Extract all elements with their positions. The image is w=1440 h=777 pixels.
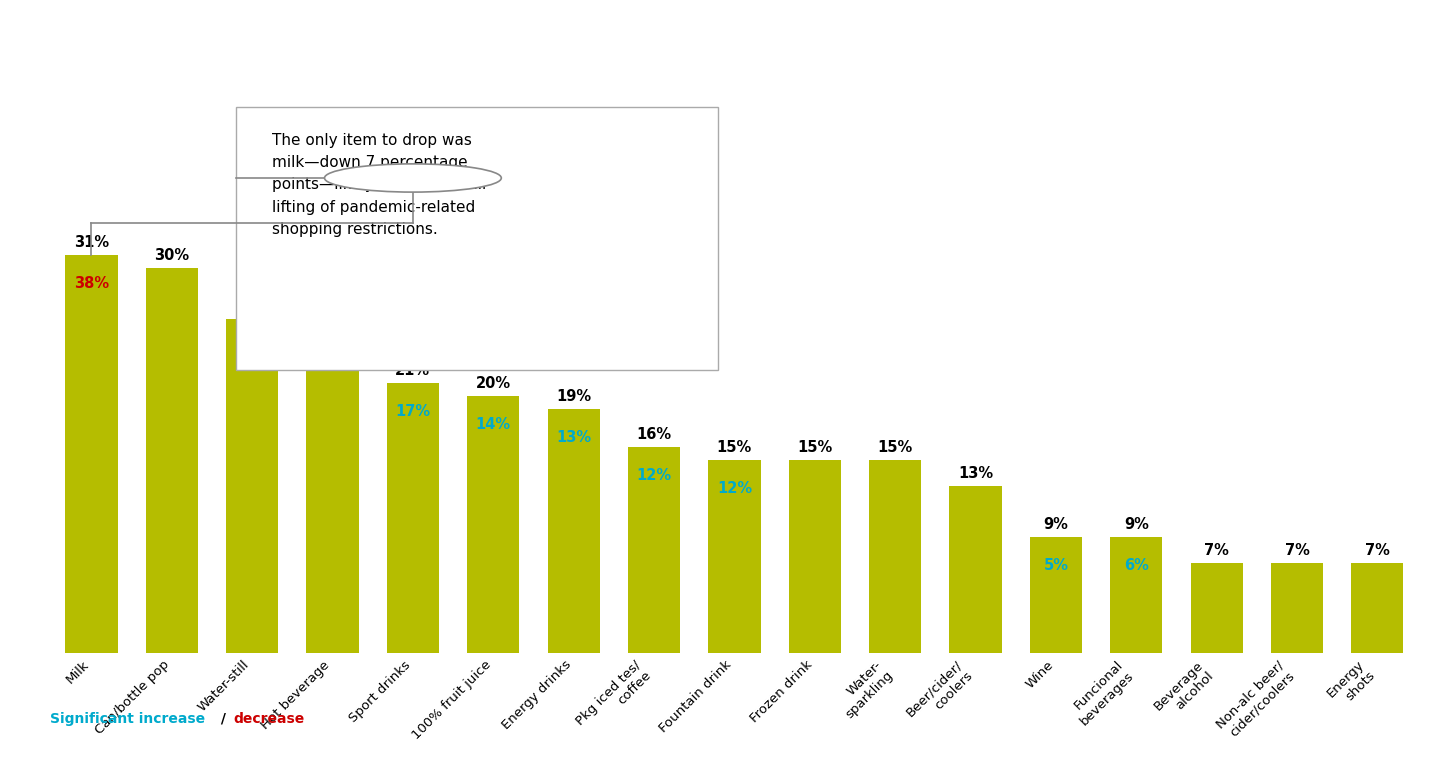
Text: 17%: 17% xyxy=(396,404,431,419)
Text: 12%: 12% xyxy=(717,481,752,497)
Text: 26%: 26% xyxy=(235,299,269,314)
Text: 20%: 20% xyxy=(475,376,511,391)
Text: 7%: 7% xyxy=(1204,543,1230,558)
Bar xyxy=(1110,537,1162,653)
Bar xyxy=(1272,563,1323,653)
Text: 30%: 30% xyxy=(154,248,189,263)
Bar xyxy=(65,255,118,653)
Bar xyxy=(547,409,600,653)
Text: 15%: 15% xyxy=(798,440,832,455)
Text: 7%: 7% xyxy=(1365,543,1390,558)
Text: 19%: 19% xyxy=(556,388,592,404)
Text: decrease: decrease xyxy=(233,712,304,726)
Bar xyxy=(307,332,359,653)
Text: 14%: 14% xyxy=(475,417,511,432)
Text: 13%: 13% xyxy=(958,465,994,481)
Bar xyxy=(949,486,1002,653)
Text: 13%: 13% xyxy=(556,430,592,445)
Text: 12%: 12% xyxy=(636,469,671,483)
Bar xyxy=(145,268,197,653)
Text: Significant increase: Significant increase xyxy=(50,712,206,726)
Bar xyxy=(708,460,760,653)
Text: 6%: 6% xyxy=(1123,558,1149,573)
Circle shape xyxy=(324,164,501,192)
Bar xyxy=(467,396,520,653)
Text: 16%: 16% xyxy=(636,427,671,442)
Text: /: / xyxy=(216,712,230,726)
Text: 21%: 21% xyxy=(315,353,350,368)
Text: 15%: 15% xyxy=(877,440,913,455)
Text: The only item to drop was
milk—down 7 percentage
points—likely due to the full
l: The only item to drop was milk—down 7 pe… xyxy=(272,133,487,237)
Bar xyxy=(1351,563,1404,653)
FancyBboxPatch shape xyxy=(236,107,719,371)
Text: 9%: 9% xyxy=(1044,517,1068,532)
Bar xyxy=(387,383,439,653)
Bar xyxy=(1191,563,1243,653)
Text: 25%: 25% xyxy=(315,312,350,327)
Text: 38%: 38% xyxy=(73,276,109,291)
Bar xyxy=(628,448,680,653)
Text: 9%: 9% xyxy=(1123,517,1149,532)
Text: 7%: 7% xyxy=(1284,543,1309,558)
Bar xyxy=(226,319,278,653)
Bar xyxy=(868,460,922,653)
Text: 31%: 31% xyxy=(73,235,109,250)
Text: 15%: 15% xyxy=(717,440,752,455)
Text: 21%: 21% xyxy=(396,363,431,378)
Bar xyxy=(789,460,841,653)
Bar xyxy=(1030,537,1081,653)
Text: 5%: 5% xyxy=(1044,558,1068,573)
